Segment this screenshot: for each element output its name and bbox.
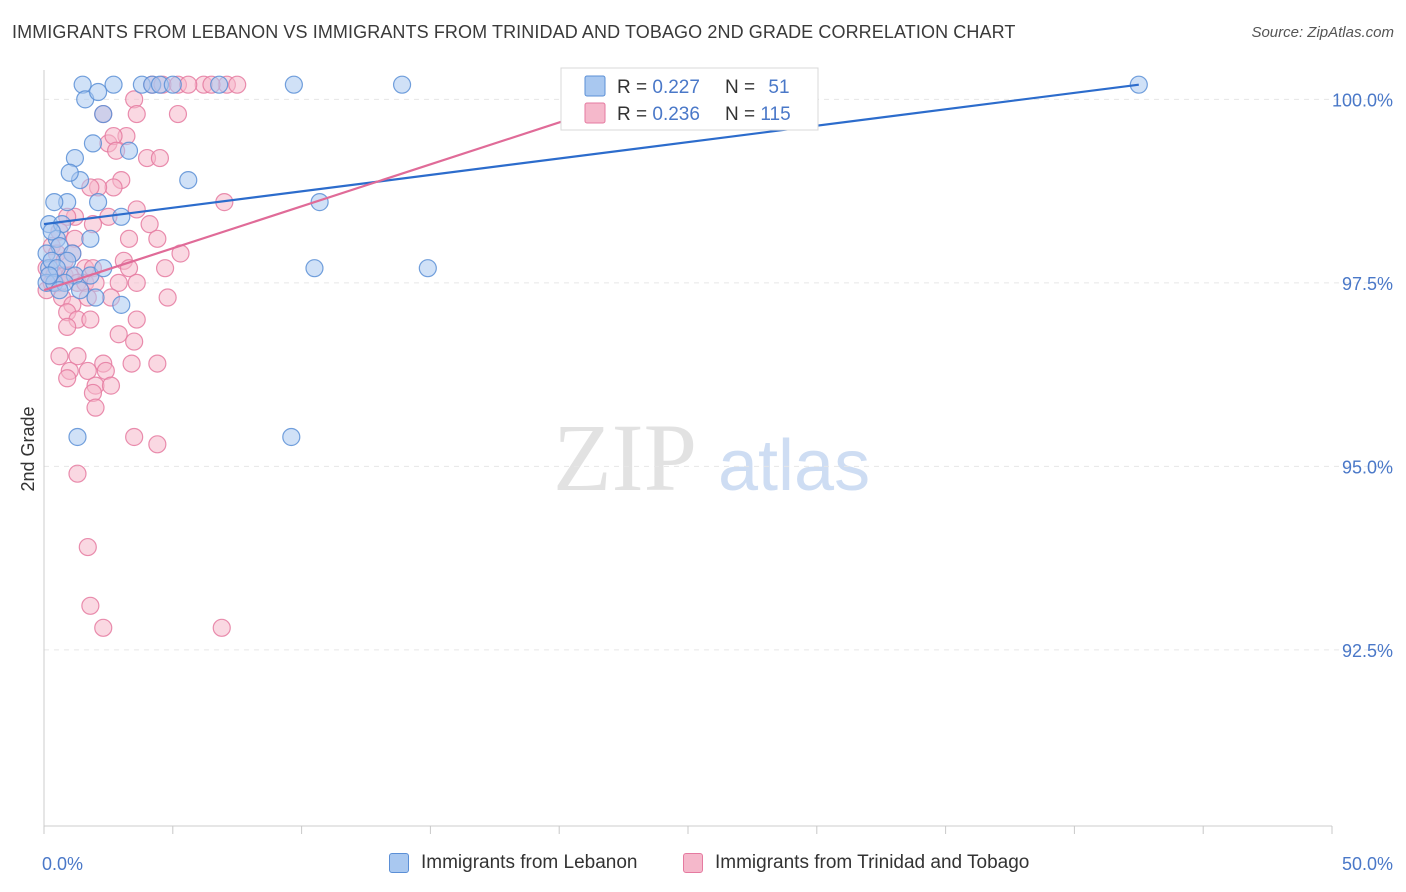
point-trinidad — [101, 376, 121, 395]
stats-r-label-1: R = — [617, 77, 652, 98]
y-tick-label: 92.5% — [1342, 641, 1393, 661]
x-ticks — [43, 826, 1333, 834]
svg-text:N = 115: N = 115 — [725, 104, 791, 125]
legend-label-lebanon: Immigrants from Lebanon — [421, 852, 638, 873]
point-trinidad — [168, 104, 188, 124]
point-trinidad — [122, 354, 141, 373]
point-lebanon — [40, 266, 59, 285]
legend-label-trinidad: Immigrants from Trinidad and Tobago — [715, 852, 1030, 873]
point-trinidad — [127, 104, 146, 124]
point-trinidad — [125, 332, 144, 351]
chart-title: IMMIGRANTS FROM LEBANON VS IMMIGRANTS FR… — [12, 22, 1016, 42]
x-tick-label-min: 0.0% — [42, 854, 83, 874]
point-lebanon — [305, 259, 324, 278]
point-lebanon — [83, 134, 103, 153]
point-lebanon — [70, 281, 90, 300]
point-lebanon — [68, 427, 87, 447]
legend-swatch-lebanon — [389, 853, 409, 873]
stats-n-label-1: N = — [725, 77, 760, 98]
grid — [44, 98, 1392, 651]
point-trinidad — [50, 347, 69, 366]
point-lebanon — [81, 229, 100, 248]
y-tick-label: 100.0% — [1332, 90, 1393, 110]
svg-text:R = 0.227: R = 0.227 — [617, 77, 700, 98]
stats-swatch-lebanon — [584, 75, 606, 97]
stats-n-value-2: 115 — [760, 104, 790, 125]
point-lebanon — [112, 295, 131, 314]
point-lebanon — [418, 259, 437, 278]
point-trinidad — [155, 259, 175, 278]
point-trinidad — [148, 229, 167, 248]
point-trinidad — [78, 537, 97, 557]
svg-text:R = 0.236: R = 0.236 — [617, 104, 700, 125]
point-trinidad — [81, 596, 100, 615]
point-trinidad — [104, 178, 123, 197]
y-tick-label: 97.5% — [1342, 274, 1393, 294]
point-trinidad — [148, 435, 167, 454]
point-lebanon — [119, 141, 139, 160]
legend-item-lebanon[interactable]: Immigrants from Lebanon — [389, 852, 638, 874]
point-trinidad — [68, 347, 87, 366]
point-trinidad — [140, 215, 159, 234]
point-lebanon — [88, 82, 108, 102]
legend-item-trinidad[interactable]: Immigrants from Trinidad and Tobago — [683, 852, 1029, 874]
point-trinidad — [65, 229, 85, 248]
point-trinidad — [58, 317, 77, 336]
stats-legend: R = 0.227 N = 51 R = 0.236 N = 115 — [560, 67, 819, 131]
watermark-zip: ZIP — [553, 404, 697, 511]
point-trinidad — [81, 310, 100, 329]
y-axis-title: 2nd Grade — [18, 406, 38, 491]
point-trinidad — [127, 310, 146, 329]
point-lebanon — [60, 163, 79, 182]
point-trinidad — [58, 369, 77, 388]
point-trinidad — [86, 398, 105, 417]
svg-text:N = 51: N = 51 — [725, 77, 790, 98]
point-trinidad — [228, 75, 247, 94]
stats-r-label-2: R = — [617, 104, 652, 125]
stats-r-value-2: 0.236 — [652, 104, 700, 125]
point-trinidad — [68, 464, 87, 483]
y-tick-labels: 92.5% 95.0% 97.5% 100.0% — [1332, 90, 1393, 660]
legend-swatch-trinidad — [683, 853, 703, 873]
point-trinidad — [94, 618, 113, 637]
point-lebanon — [284, 75, 303, 94]
point-lebanon — [45, 193, 64, 212]
source-note: Source: ZipAtlas.com — [1251, 24, 1394, 41]
stats-n-value-1: 51 — [768, 77, 789, 98]
point-lebanon — [282, 427, 301, 447]
series-lebanon-points — [37, 75, 1148, 447]
point-trinidad — [179, 75, 198, 94]
series-trinidad-points — [37, 75, 780, 637]
point-lebanon — [210, 75, 229, 94]
point-lebanon — [88, 193, 108, 212]
point-lebanon — [94, 104, 113, 124]
point-trinidad — [119, 229, 139, 248]
y-tick-label: 95.0% — [1342, 457, 1393, 477]
point-trinidad — [83, 383, 103, 403]
stats-r-value-1: 0.227 — [652, 77, 700, 98]
point-lebanon — [179, 170, 198, 190]
point-trinidad — [78, 361, 97, 381]
point-trinidad — [125, 427, 144, 447]
point-lebanon — [86, 288, 105, 307]
point-trinidad — [127, 273, 146, 292]
trend-line-lebanon — [43, 83, 1139, 226]
point-lebanon — [163, 75, 182, 94]
point-lebanon — [112, 207, 131, 226]
point-lebanon — [73, 75, 92, 94]
point-lebanon — [392, 75, 412, 94]
point-trinidad — [104, 126, 123, 146]
point-trinidad — [212, 618, 231, 637]
point-trinidad — [148, 354, 167, 373]
point-trinidad — [127, 200, 146, 219]
stats-n-label-2: N = — [725, 104, 760, 125]
x-tick-label-max: 50.0% — [1342, 854, 1393, 874]
point-trinidad — [109, 273, 128, 292]
point-lebanon — [104, 75, 123, 94]
point-trinidad — [109, 325, 128, 344]
point-trinidad — [158, 288, 177, 307]
point-trinidad — [150, 148, 170, 168]
stats-swatch-trinidad — [584, 102, 606, 124]
